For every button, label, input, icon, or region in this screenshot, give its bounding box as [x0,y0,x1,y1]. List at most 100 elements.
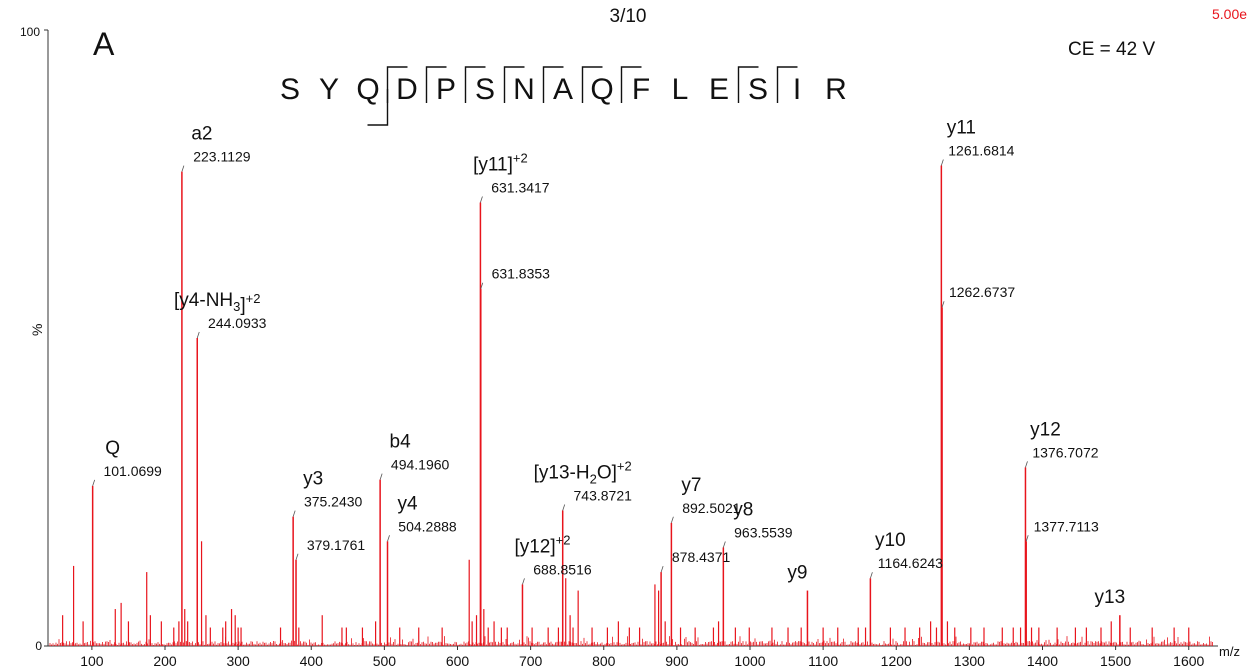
ion-label: Q [105,438,120,459]
residue-F: F [632,73,650,106]
y-tick-label-0: 0 [35,639,42,653]
x-tick-label: 300 [226,653,250,668]
label-leader [295,553,299,560]
y-ion-bracket [503,66,525,103]
labeled-peaks [91,165,1121,646]
mz-label: 223.1129 [193,149,251,165]
x-tick-label: 1200 [881,653,912,668]
mz-label: 1164.6243 [878,555,943,571]
residue-E: E [709,73,729,106]
mz-label: 963.5539 [734,524,793,540]
x-tick-label: 400 [300,653,324,668]
ion-label: [y12]+2 [514,532,570,557]
residue-S: S [280,73,300,106]
ion-label: y8 [733,499,753,520]
mz-label: 101.0699 [103,463,162,479]
mz-label: 1376.7072 [1032,444,1098,460]
label-leader [480,282,484,289]
y-ion-bracket [425,66,447,103]
label-leader [522,578,525,585]
residue-A: A [553,73,573,106]
x-tick-label: 700 [519,653,543,668]
collision-energy-label: CE = 42 V [1068,39,1155,60]
label-leader [940,159,944,166]
residue-R: R [825,73,847,106]
ion-label: y9 [787,563,807,584]
mz-label: 631.3417 [491,179,550,195]
x-tick-label: 1100 [808,653,838,668]
residue-S: S [475,73,495,106]
label-leader [660,565,664,573]
mz-label: 743.8721 [574,487,633,503]
b-ion-bracket [367,89,389,126]
residue-L: L [672,73,689,106]
label-leader [379,473,383,480]
y-ion-bracket [737,66,759,103]
residue-Y: Y [319,73,339,106]
residue-Q: Q [356,73,379,106]
label-leader [292,510,296,517]
noise-baseline [49,636,1213,646]
ion-label: y4 [397,493,418,514]
label-leader [870,572,873,579]
label-leader [181,165,185,172]
ion-label: [y11]+2 [473,150,528,175]
y-ion-bracket [776,66,798,103]
x-tick-label: 1600 [1173,653,1204,668]
y-ion-bracket [620,66,642,103]
mz-label: 379.1761 [307,537,366,553]
mz-label: 504.2888 [398,518,457,534]
mz-label: 688.8516 [533,561,592,577]
label-leader [387,535,390,542]
ion-label: y7 [681,475,701,496]
label-leader [562,504,566,511]
y-ion-bracket [464,66,486,103]
y-ion-bracket [542,66,564,103]
scan-fraction: 3/10 [610,6,647,27]
mz-label: 244.0933 [208,315,267,331]
ion-label: b4 [390,432,412,453]
y-tick-label-100: 100 [20,25,40,39]
label-leader [196,331,200,339]
ion-label: y12 [1030,419,1061,440]
x-tick-label: 600 [446,653,470,668]
minor-peaks [62,541,1190,646]
x-tick-label: 200 [153,653,177,668]
y-ion-bracket [581,66,603,103]
label-leader [1025,535,1029,542]
x-axis-label: m/z [1219,644,1240,659]
ion-label: y3 [303,469,323,490]
mz-label: 1262.6737 [949,284,1015,300]
x-tick-label: 900 [665,653,689,668]
mz-label: 494.1960 [391,457,450,473]
residue-S: S [748,73,768,106]
residue-P: P [436,73,456,106]
intensity-scale-label: 5.00e [1212,6,1247,22]
axes: 100 0 % m/z [20,25,1240,659]
label-leader [1025,461,1028,468]
residue-D: D [396,73,418,106]
mz-label: 892.5021 [682,500,741,516]
ion-label: [y4-NH3]+2 [174,290,260,316]
peak-labels: 101.0699 Q 223.1129 a2 244.0933[y4-NH3]+2 375… [92,118,1126,608]
ion-label: y11 [947,118,976,139]
x-ticks: 100 200 300 400 500 600 700 800 900 1000 1100 1200 1… [80,646,1205,668]
mz-label: 375.2430 [304,494,363,510]
x-tick-label: 1000 [734,653,765,668]
mz-label: 1261.6814 [948,143,1014,159]
panel-label: A [93,26,115,62]
y-axis-label: % [29,324,45,336]
ion-label: a2 [191,124,212,145]
ion-label: y13 [1095,587,1126,608]
mz-label: 631.8353 [492,266,551,282]
x-tick-label: 1400 [1027,653,1058,668]
label-leader [941,301,945,308]
label-leader [671,516,674,523]
x-tick-label: 100 [80,653,104,668]
x-tick-label: 1300 [954,653,985,668]
label-leader [92,479,96,486]
x-tick-label: 800 [592,653,616,668]
residue-Q: Q [590,73,613,106]
